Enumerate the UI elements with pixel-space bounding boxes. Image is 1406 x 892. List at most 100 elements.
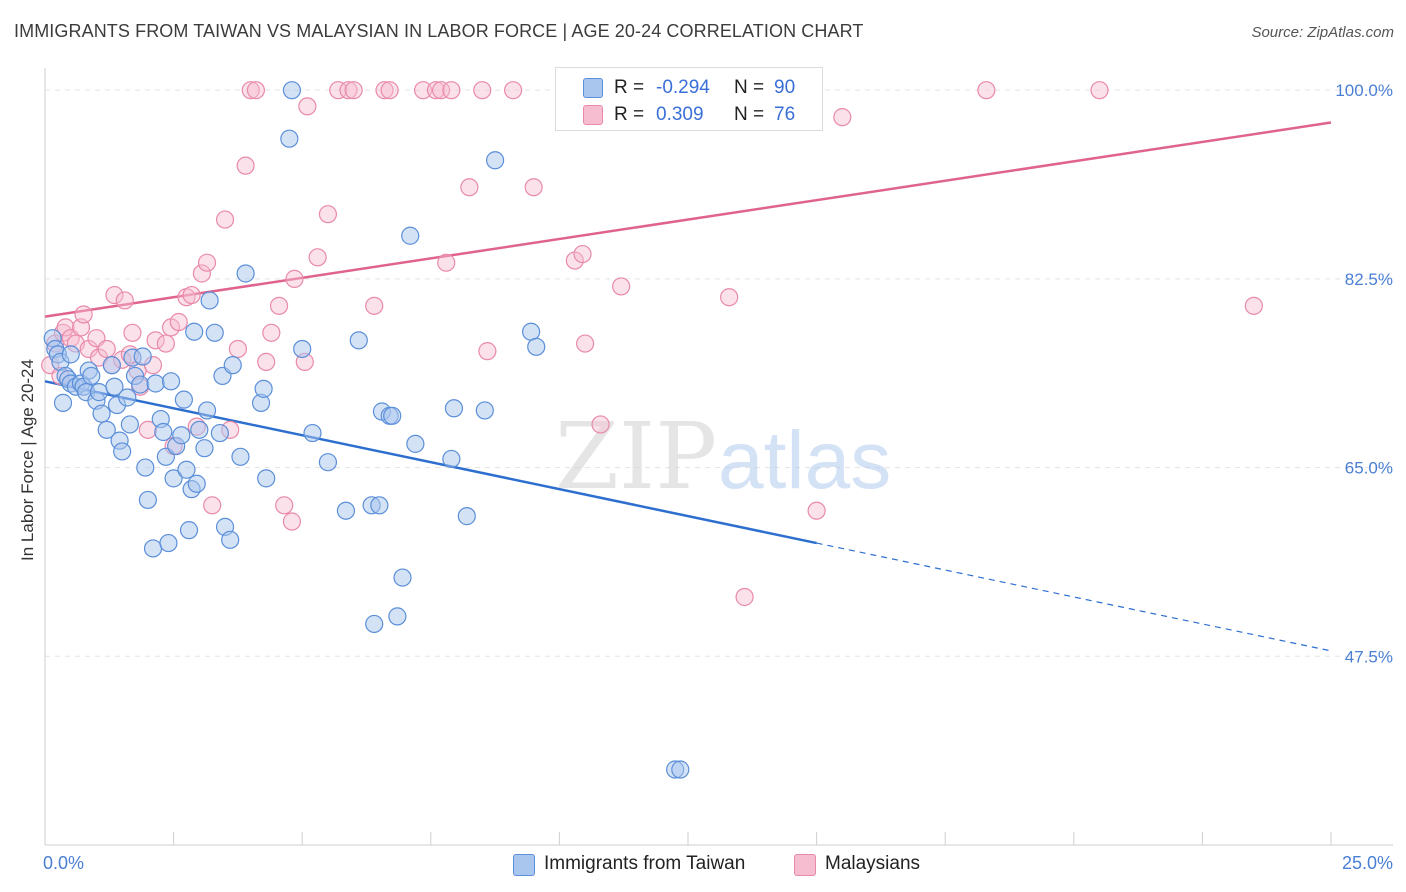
malaysians-point bbox=[182, 285, 201, 305]
taiwan-point bbox=[113, 442, 132, 461]
y-tick-labels: 47.5% 65.0% 82.5% 100.0% bbox=[1335, 81, 1393, 666]
taiwan-point bbox=[336, 501, 356, 520]
taiwan-point bbox=[303, 423, 322, 443]
malaysians-point bbox=[246, 81, 266, 100]
malaysians-point bbox=[105, 285, 124, 305]
malaysians-point bbox=[431, 81, 451, 100]
taiwan-point bbox=[164, 469, 183, 488]
malaysians-point bbox=[339, 81, 358, 100]
malaysians-point bbox=[1244, 296, 1263, 315]
malaysians-point bbox=[735, 587, 754, 607]
malaysians-point bbox=[318, 205, 338, 224]
taiwan-point bbox=[318, 453, 338, 472]
taiwan-point bbox=[388, 607, 407, 626]
malaysians-point bbox=[365, 296, 384, 315]
malaysians-point bbox=[380, 81, 399, 100]
taiwan-point bbox=[236, 264, 255, 283]
legend-label-taiwan: Immigrants from Taiwan bbox=[544, 853, 746, 874]
taiwan-point bbox=[102, 356, 121, 375]
malaysians-point bbox=[275, 496, 294, 515]
taiwan-point bbox=[161, 372, 181, 391]
taiwan-point bbox=[282, 81, 302, 100]
malaysians-point bbox=[169, 312, 188, 332]
taiwan-point bbox=[393, 568, 412, 587]
malaysians-point bbox=[156, 334, 175, 353]
watermark-atlas: atlas bbox=[718, 415, 891, 506]
x-tick-label: 25.0% bbox=[1342, 853, 1393, 873]
taiwan-point bbox=[671, 760, 690, 779]
taiwan-point bbox=[293, 339, 312, 359]
malaysians-point bbox=[573, 244, 592, 264]
malaysians-point bbox=[612, 277, 631, 296]
legend-n-label: N = bbox=[734, 77, 765, 98]
taiwan-point bbox=[105, 377, 124, 396]
malaysians-points bbox=[41, 81, 1263, 607]
legend-r-label: R = bbox=[614, 104, 645, 125]
taiwan-point bbox=[223, 356, 242, 375]
taiwan-point bbox=[154, 422, 173, 442]
y-tick-label: 65.0% bbox=[1345, 459, 1393, 478]
malaysians-point bbox=[236, 156, 255, 175]
taiwan-point bbox=[138, 490, 157, 510]
malaysians-point bbox=[257, 352, 276, 372]
malaysians-point bbox=[977, 81, 996, 100]
taiwan-point bbox=[442, 449, 461, 469]
taiwan-point bbox=[210, 423, 229, 443]
malaysians-point bbox=[215, 210, 235, 229]
taiwan-point bbox=[61, 345, 80, 364]
malaysians-point bbox=[197, 253, 217, 272]
taiwan-point bbox=[527, 337, 546, 356]
taiwan-point bbox=[177, 460, 196, 479]
taiwan-point bbox=[187, 474, 206, 493]
y-axis-label: In Labor Force | Age 20-24 bbox=[18, 359, 37, 561]
malaysians-point bbox=[591, 415, 610, 434]
taiwan-point bbox=[97, 420, 116, 439]
malaysians-point bbox=[203, 496, 222, 515]
malaysians-point bbox=[285, 269, 304, 288]
legend-swatch-malaysians bbox=[583, 105, 603, 125]
legend-r-label: R = bbox=[614, 77, 645, 98]
legend-label-malaysians: Malaysians bbox=[825, 853, 921, 874]
taiwan-point bbox=[444, 399, 464, 418]
taiwan-point bbox=[120, 415, 139, 434]
malaysians-point bbox=[576, 334, 595, 353]
taiwan-point bbox=[82, 366, 101, 386]
taiwan-point bbox=[349, 331, 368, 350]
malaysians-point bbox=[329, 81, 348, 100]
taiwan-point bbox=[143, 539, 163, 558]
malaysians-point bbox=[146, 331, 165, 350]
taiwan-trend-extension bbox=[816, 542, 1332, 652]
taiwan-point bbox=[254, 379, 273, 398]
taiwan-point bbox=[172, 426, 191, 445]
y-tick-label: 47.5% bbox=[1345, 647, 1393, 666]
taiwan-point bbox=[200, 291, 219, 310]
taiwan-point bbox=[221, 530, 240, 549]
malaysians-point bbox=[807, 501, 826, 520]
x-tick-label: 0.0% bbox=[43, 853, 84, 873]
taiwan-point bbox=[159, 533, 178, 553]
taiwan-point bbox=[457, 507, 476, 526]
malaysians-point bbox=[1090, 81, 1109, 100]
legend-swatch-taiwan bbox=[583, 78, 603, 98]
taiwan-point bbox=[174, 390, 193, 409]
malaysians-point bbox=[478, 342, 497, 361]
taiwan-point bbox=[133, 347, 152, 366]
legend-row-taiwan: R = -0.294 N = 90 bbox=[556, 75, 822, 101]
taiwan-point bbox=[92, 404, 111, 423]
malaysians-point bbox=[524, 178, 543, 197]
taiwan-point bbox=[406, 434, 425, 453]
malaysians-point bbox=[375, 81, 394, 100]
malaysians-point bbox=[308, 248, 327, 267]
malaysians-point bbox=[241, 81, 260, 100]
legend-r-value: -0.294 bbox=[656, 77, 710, 98]
malaysians-point bbox=[460, 178, 479, 197]
watermark-zip: ZIP bbox=[555, 403, 717, 510]
malaysians-point bbox=[298, 97, 317, 116]
taiwan-points bbox=[43, 81, 690, 779]
malaysians-point bbox=[426, 81, 446, 100]
malaysians-point bbox=[437, 253, 456, 272]
taiwan-point bbox=[231, 447, 250, 466]
malaysians-point bbox=[473, 81, 492, 100]
taiwan-point bbox=[280, 129, 299, 148]
